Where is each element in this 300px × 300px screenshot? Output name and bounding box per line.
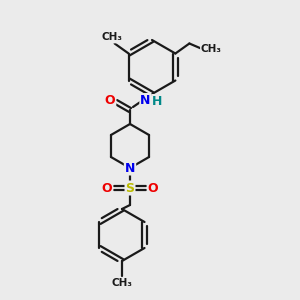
Text: CH₃: CH₃ (201, 44, 222, 55)
Text: N: N (125, 161, 135, 175)
Text: O: O (105, 94, 115, 106)
Text: O: O (102, 182, 112, 194)
Text: S: S (125, 182, 134, 194)
Text: N: N (140, 94, 151, 107)
Text: CH₃: CH₃ (101, 32, 122, 43)
Text: CH₃: CH₃ (112, 278, 133, 288)
Text: H: H (152, 95, 163, 108)
Text: O: O (148, 182, 158, 194)
